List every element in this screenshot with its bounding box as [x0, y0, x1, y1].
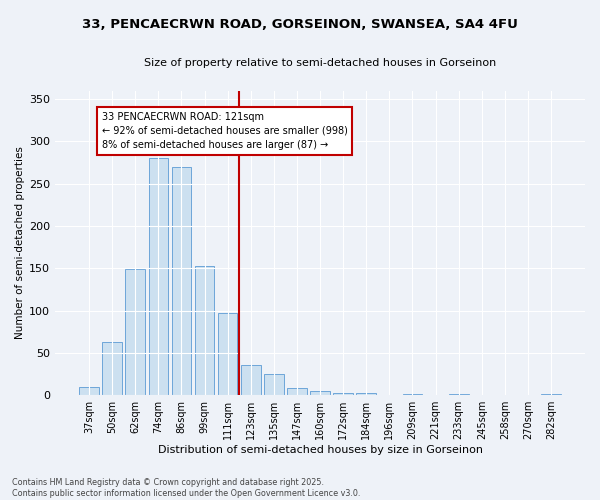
Bar	[195, 266, 214, 395]
Bar	[79, 386, 99, 395]
X-axis label: Distribution of semi-detached houses by size in Gorseinon: Distribution of semi-detached houses by …	[158, 445, 482, 455]
Text: Contains HM Land Registry data © Crown copyright and database right 2025.
Contai: Contains HM Land Registry data © Crown c…	[12, 478, 361, 498]
Bar	[264, 374, 284, 395]
Bar	[218, 313, 238, 395]
Bar	[172, 166, 191, 395]
Bar	[103, 342, 122, 395]
Bar	[449, 394, 469, 395]
Text: 33, PENCAECRWN ROAD, GORSEINON, SWANSEA, SA4 4FU: 33, PENCAECRWN ROAD, GORSEINON, SWANSEA,…	[82, 18, 518, 30]
Bar	[334, 392, 353, 395]
Bar	[356, 392, 376, 395]
Title: Size of property relative to semi-detached houses in Gorseinon: Size of property relative to semi-detach…	[144, 58, 496, 68]
Y-axis label: Number of semi-detached properties: Number of semi-detached properties	[15, 146, 25, 340]
Bar	[287, 388, 307, 395]
Bar	[541, 394, 561, 395]
Bar	[149, 158, 168, 395]
Bar	[310, 391, 330, 395]
Text: 33 PENCAECRWN ROAD: 121sqm
← 92% of semi-detached houses are smaller (998)
8% of: 33 PENCAECRWN ROAD: 121sqm ← 92% of semi…	[102, 112, 347, 150]
Bar	[403, 394, 422, 395]
Bar	[125, 269, 145, 395]
Bar	[241, 364, 260, 395]
